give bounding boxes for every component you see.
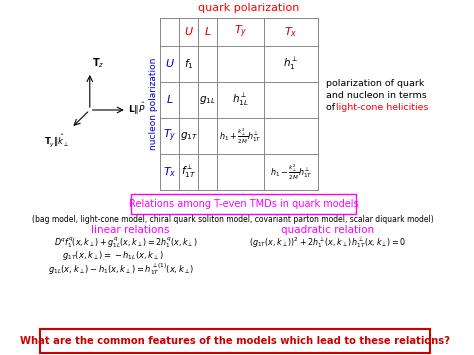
Text: $\mathbf{T}_z$: $\mathbf{T}_z$ <box>91 56 104 70</box>
Text: quadratic relation: quadratic relation <box>282 225 374 235</box>
Text: light-cone helicities: light-cone helicities <box>336 103 428 111</box>
Text: $g_{1L}(x,k_\perp) - h_1(x,k_\perp) = h_{1T}^{\perp(1)}(x,k_\perp)$: $g_{1L}(x,k_\perp) - h_1(x,k_\perp) = h_… <box>48 261 195 277</box>
Text: $h_{1L}^\perp$: $h_{1L}^\perp$ <box>232 92 249 108</box>
Text: $\mathbf{T}_y \| \hat{k}_\perp$: $\mathbf{T}_y \| \hat{k}_\perp$ <box>44 132 70 149</box>
Text: What are the common features of the models which lead to these relations?: What are the common features of the mode… <box>20 336 450 346</box>
Text: $\left(g_{1T}(x,k_\perp)\right)^2 + 2h_1^\perp(x,k_\perp)\,h_{1T}^\perp(x,k_\per: $\left(g_{1T}(x,k_\perp)\right)^2 + 2h_1… <box>249 236 407 250</box>
Text: $h_1 - \frac{k_\perp^2}{2M}h_{1T}^\perp$: $h_1 - \frac{k_\perp^2}{2M}h_{1T}^\perp$ <box>270 163 312 181</box>
Text: quark polarization: quark polarization <box>198 3 299 13</box>
Text: (bag model, light-cone model, chiral quark soliton model, covariant parton model: (bag model, light-cone model, chiral qua… <box>32 215 434 224</box>
Text: $g_{1T}$: $g_{1T}$ <box>180 130 198 142</box>
Text: $g_{1L}$: $g_{1L}$ <box>199 94 216 106</box>
Text: L: L <box>167 95 173 105</box>
FancyBboxPatch shape <box>40 329 430 353</box>
Text: $T_x$: $T_x$ <box>163 165 176 179</box>
Text: $g_{1T}(x,k_\perp) = -h_{1L}(x,k_\perp)$: $g_{1T}(x,k_\perp) = -h_{1L}(x,k_\perp)$ <box>62 250 164 262</box>
Text: and nucleon in terms: and nucleon in terms <box>326 91 427 99</box>
Text: $f_1$: $f_1$ <box>184 57 193 71</box>
Text: $T_x$: $T_x$ <box>284 25 298 39</box>
FancyBboxPatch shape <box>131 194 356 214</box>
Text: of: of <box>326 103 338 111</box>
Text: Relations among T-even TMDs in quark models: Relations among T-even TMDs in quark mod… <box>129 199 358 209</box>
Text: $D^q f_1^q(x,k_\perp) + g_{1L}^q(x,k_\perp) = 2h_1^q(x,k_\perp)$: $D^q f_1^q(x,k_\perp) + g_{1L}^q(x,k_\pe… <box>54 236 198 250</box>
Text: nucleon polarization: nucleon polarization <box>149 58 158 150</box>
Text: $T_y$: $T_y$ <box>234 24 247 40</box>
Text: $T_y$: $T_y$ <box>163 128 176 144</box>
Text: $\mathbf{L} \| \hat{P}$: $\mathbf{L} \| \hat{P}$ <box>128 101 146 117</box>
Text: $h_1^\perp$: $h_1^\perp$ <box>283 56 299 72</box>
Text: L: L <box>204 27 210 37</box>
Text: $f_{1T}^\perp$: $f_{1T}^\perp$ <box>181 164 196 180</box>
Text: U: U <box>166 59 174 69</box>
Text: U: U <box>184 27 193 37</box>
Text: polarization of quark: polarization of quark <box>326 78 425 87</box>
Text: linear relations: linear relations <box>91 225 169 235</box>
Text: $h_1 + \frac{k_\perp^2}{2M}h_{1T}^\perp$: $h_1 + \frac{k_\perp^2}{2M}h_{1T}^\perp$ <box>219 126 262 146</box>
